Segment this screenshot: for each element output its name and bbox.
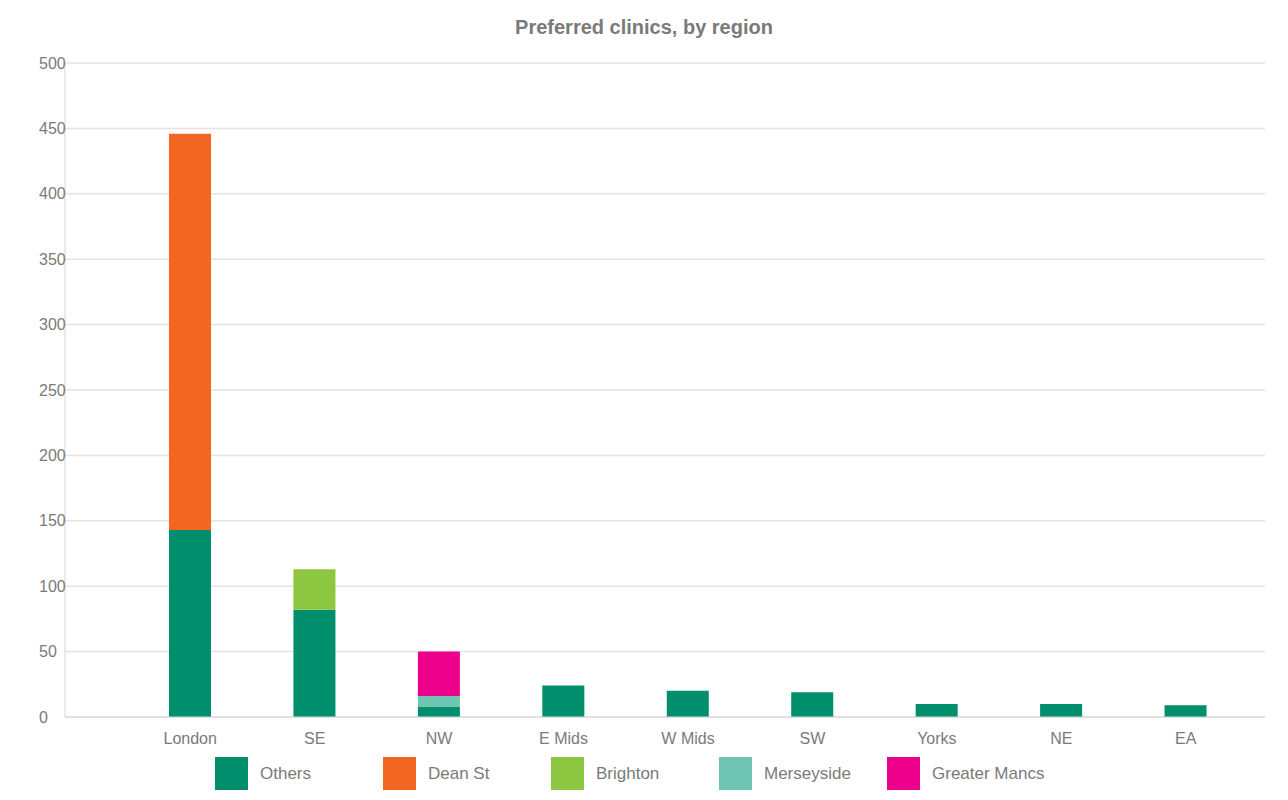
svg-text:W Mids: W Mids xyxy=(661,730,714,747)
html-text:Greater Mancs: Greater Mancs xyxy=(932,763,1045,783)
html-text:Brighton: Brighton xyxy=(596,763,660,783)
svg-text:NW: NW xyxy=(426,730,454,747)
html-text:Merseyside: Merseyside xyxy=(764,763,851,783)
svg-text:EA: EA xyxy=(1175,730,1197,747)
svg-text:400: 400 xyxy=(39,185,66,202)
html-text:Others: Others xyxy=(260,763,311,783)
svg-text:0: 0 xyxy=(39,709,48,726)
html-text:Preferred clinics, by region: Preferred clinics, by region xyxy=(515,16,773,38)
svg-text:300: 300 xyxy=(39,316,66,333)
svg-text:150: 150 xyxy=(39,512,66,529)
svg-text:SW: SW xyxy=(800,730,827,747)
svg-text:NE: NE xyxy=(1050,730,1072,747)
svg-text:50: 50 xyxy=(39,643,57,660)
svg-text:250: 250 xyxy=(39,382,66,399)
svg-text:200: 200 xyxy=(39,447,66,464)
svg-text:London: London xyxy=(164,730,217,747)
svg-text:500: 500 xyxy=(39,55,66,72)
svg-text:E Mids: E Mids xyxy=(539,730,588,747)
html-text:Dean St: Dean St xyxy=(428,763,490,783)
svg-text:350: 350 xyxy=(39,251,66,268)
svg-text:SE: SE xyxy=(304,730,325,747)
svg-text:Yorks: Yorks xyxy=(917,730,956,747)
svg-text:100: 100 xyxy=(39,578,66,595)
svg-text:450: 450 xyxy=(39,120,66,137)
